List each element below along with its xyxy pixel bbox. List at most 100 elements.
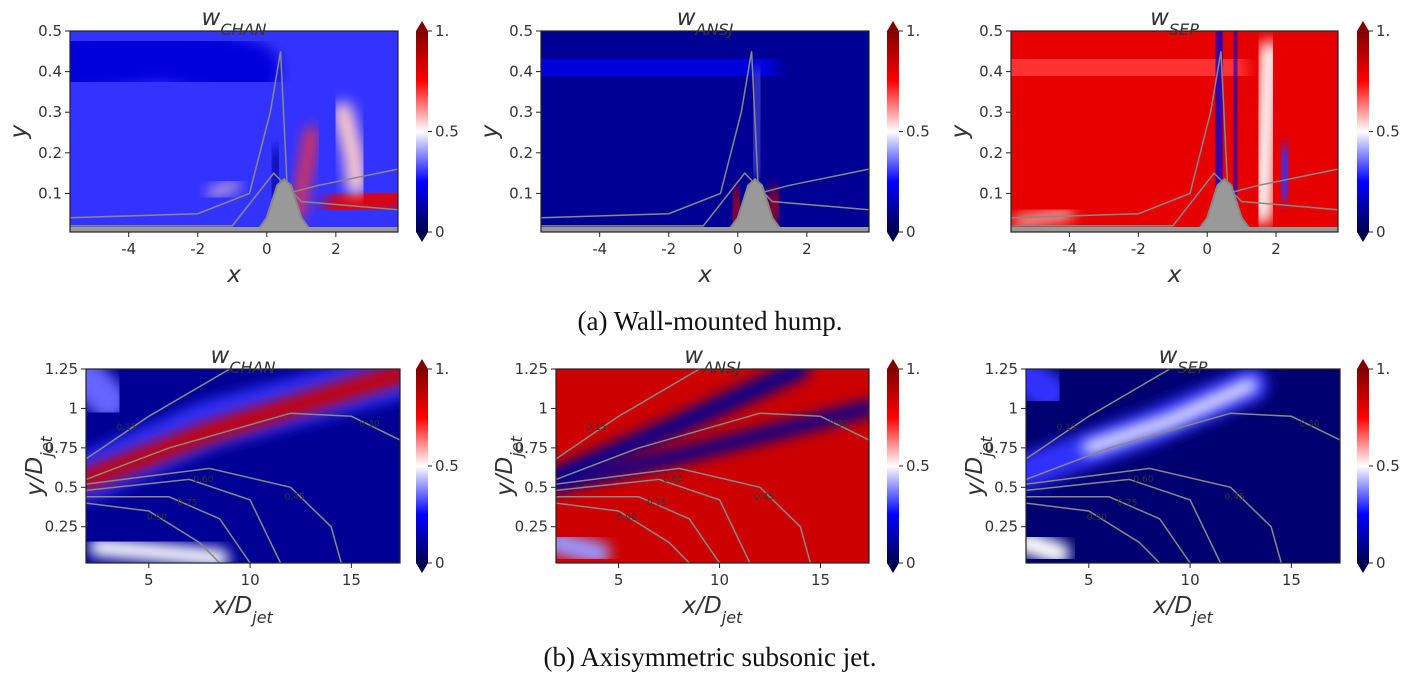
colorbar-extend-max <box>416 21 428 31</box>
field-streak <box>541 31 779 113</box>
colorbar-extend-min <box>1357 563 1369 573</box>
wall <box>70 227 398 232</box>
y-axis-label: y/Djet <box>22 435 56 496</box>
x-axis-label: x/Djet <box>1152 593 1213 627</box>
x-tick-label: 10 <box>710 571 729 589</box>
plot-area <box>541 31 869 232</box>
chart-title-main: w <box>684 343 703 369</box>
colorbar <box>416 369 428 563</box>
x-axis-label: x <box>226 262 241 288</box>
contour-line <box>1011 51 1338 219</box>
contour-line <box>86 478 282 563</box>
y-tick-label: 1.25 <box>515 360 548 378</box>
y-axis-label-main: y <box>6 124 32 139</box>
chart-title-main: w <box>677 5 696 31</box>
contour-label: 0.45 <box>754 492 774 502</box>
colorbar-tick-label: 0 <box>1376 223 1386 241</box>
colorbar <box>887 369 899 563</box>
x-tick-label: -2 <box>661 240 676 258</box>
axes-frame <box>555 368 870 564</box>
y-axis-label-sub: jet <box>37 435 56 458</box>
colorbar-extend-min <box>416 232 428 242</box>
x-axis-label: x/Djet <box>682 593 743 627</box>
field-streak <box>1274 144 1295 202</box>
colorbar <box>1357 31 1369 232</box>
wall <box>1011 227 1338 232</box>
axes-frame <box>85 368 401 564</box>
colorbar-tick-label: 1. <box>906 360 920 378</box>
wall <box>541 227 869 232</box>
contour-label: 0.60 <box>1133 475 1153 485</box>
contour-line <box>1026 502 1161 563</box>
y-axis-label: y <box>6 124 32 139</box>
x-axis-label-main: x/D <box>1152 593 1192 619</box>
y-axis-label: y <box>947 124 973 139</box>
y-axis-label-main: y/D <box>492 457 518 497</box>
y-tick-label: 0.25 <box>45 518 78 536</box>
colorbar-tick-label: 0 <box>435 554 445 572</box>
caption: (a) Wall-mounted hump. <box>577 306 842 336</box>
plot-area: 0.15 0.30 0.45 0.60 0.75 0.90 <box>86 369 400 563</box>
y-axis-label-main: y <box>947 124 973 139</box>
x-tick-label: -4 <box>1062 240 1077 258</box>
y-axis-label: y <box>477 124 503 139</box>
y-tick-label: 0.3 <box>509 103 533 121</box>
y-tick-label: 0.1 <box>509 184 533 202</box>
y-axis-label-sub: jet <box>977 435 996 458</box>
plot-area: 0.15 0.30 0.45 0.60 0.75 0.90 <box>1026 369 1340 563</box>
colorbar-tick-label: 0 <box>906 554 916 572</box>
y-tick-label: 1 <box>538 399 548 417</box>
axes-frame <box>1025 368 1341 564</box>
colorbar-tick-label: 0.5 <box>1376 457 1400 475</box>
field-streak <box>332 102 367 196</box>
chart-title-sub: ANSJ <box>695 20 734 39</box>
x-tick-label: 15 <box>342 571 361 589</box>
contour-line <box>86 412 400 481</box>
chart-title-main: w <box>1159 343 1178 369</box>
chart-title: wANSJ <box>684 343 741 377</box>
contour-line <box>1026 467 1283 563</box>
colorbar-extend-max <box>416 359 428 369</box>
colorbar-tick-label: 1. <box>435 360 449 378</box>
contour-line <box>86 369 231 460</box>
colorbar-extend-max <box>1357 21 1369 31</box>
colorbar-extend-max <box>887 21 899 31</box>
colorbar-tick-label: 0 <box>435 223 445 241</box>
field-streak <box>1026 369 1069 413</box>
y-tick-label: 1.25 <box>45 360 78 378</box>
chart-title-sub: ANSJ <box>702 358 741 377</box>
contour-label: 0.90 <box>617 513 637 523</box>
contour-line <box>1026 369 1171 460</box>
contour-line <box>1026 478 1222 563</box>
field-streak <box>556 400 869 492</box>
x-tick-label: 2 <box>1271 240 1281 258</box>
field-streak <box>1011 31 1248 113</box>
contour-label: 0.15 <box>116 423 136 433</box>
chart-title: wANSJ <box>677 5 734 39</box>
x-tick-label: 2 <box>331 240 341 258</box>
chart-title-main: w <box>1150 5 1169 31</box>
chart-title-sub: SEP <box>1177 358 1207 377</box>
y-tick-label: 0.5 <box>979 22 1003 40</box>
contour-label: 0.90 <box>1087 513 1107 523</box>
y-tick-label: 0.4 <box>509 63 533 81</box>
x-tick-label: -2 <box>190 240 205 258</box>
y-axis-label-main: y/D <box>962 457 988 497</box>
y-axis-label-main: y/D <box>22 457 48 497</box>
y-tick-label: 0.4 <box>38 63 62 81</box>
x-axis-label: x <box>1167 262 1182 288</box>
contour-line <box>86 496 251 563</box>
x-tick-label: 5 <box>614 571 624 589</box>
x-axis-label: x <box>697 262 712 288</box>
contour-label: 0.60 <box>193 475 213 485</box>
contour-line <box>556 467 812 563</box>
x-axis-label-main: x/D <box>212 593 252 619</box>
y-tick-label: 0.2 <box>979 144 1003 162</box>
y-axis-label: y/Djet <box>962 435 996 496</box>
panel: 0.15 0.300.450.600.750.905 10 150.250.50.75… <box>962 343 1400 627</box>
field-streak <box>323 185 398 218</box>
y-tick-label: 0.5 <box>994 478 1018 496</box>
contour-label: 0.75 <box>1117 499 1137 509</box>
chart-title-main: w <box>202 5 221 31</box>
colorbar-tick-label: 0.5 <box>906 457 930 475</box>
